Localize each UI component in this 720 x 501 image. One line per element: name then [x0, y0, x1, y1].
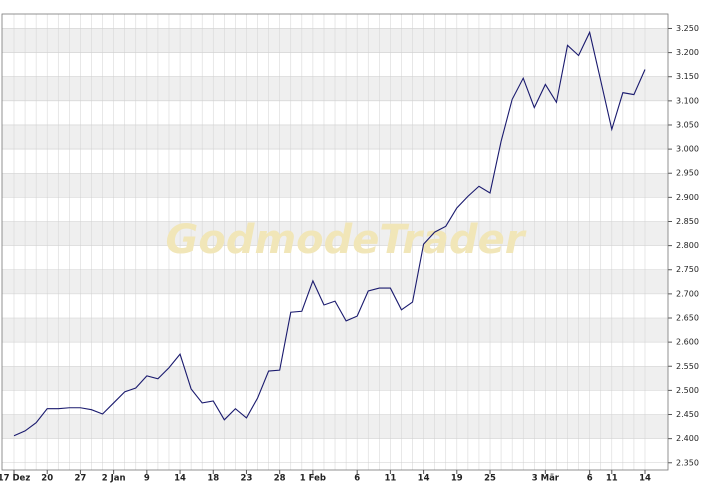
y-tick-label: 2.450 [676, 410, 699, 419]
y-tick-label: 2.550 [676, 362, 699, 371]
y-tick-label: 2.700 [676, 289, 699, 298]
y-tick-label: 2.400 [676, 434, 699, 443]
y-tick-label: 3.000 [676, 145, 699, 154]
x-tick-label: 11 [606, 474, 618, 484]
y-tick-label: 2.950 [676, 169, 699, 178]
y-tick-label: 2.650 [676, 314, 699, 323]
x-tick-label: 28 [274, 474, 286, 484]
x-tick-label: 25 [484, 474, 496, 484]
plot-frame [1, 13, 669, 471]
y-tick-label: 2.850 [676, 217, 699, 226]
line [13, 30, 646, 437]
x-tick-label: 27 [74, 474, 86, 484]
watermark: GodmodeTrader [166, 217, 527, 263]
y-tick-label: 2.350 [676, 458, 699, 467]
y-tick-label: 3.050 [676, 120, 699, 129]
x-tick-label: 6 [354, 474, 360, 484]
y-tick-label: 2.600 [676, 338, 699, 347]
x-tick-label: 23 [241, 474, 253, 484]
x-tick-label: 14 [174, 474, 186, 484]
y-tick-label: 2.500 [676, 386, 699, 395]
x-tick-label: 3 Mär [532, 474, 560, 484]
y-tick-label: 2.800 [676, 241, 699, 250]
x-tick-label: 17 Dez [0, 474, 30, 484]
x-tick-label: 2 Jan [102, 474, 126, 484]
y-tick-label: 2.900 [676, 193, 699, 202]
x-tick-label: 9 [144, 474, 150, 484]
x-tick-label: 14 [639, 474, 651, 484]
x-tick-label: 1 Feb [300, 474, 326, 484]
x-tick-label: 6 [587, 474, 593, 484]
x-tick-label: 14 [418, 474, 430, 484]
y-tick-label: 3.100 [676, 96, 699, 105]
x-tick-label: 19 [451, 474, 463, 484]
y-tick-label: 3.150 [676, 72, 699, 81]
y-tick-label: 2.750 [676, 265, 699, 274]
x-tick-label: 18 [207, 474, 219, 484]
x-tick-label: 11 [384, 474, 396, 484]
x-tick-label: 20 [41, 474, 53, 484]
y-tick-label: 3.250 [676, 24, 699, 33]
y-tick-label: 3.200 [676, 48, 699, 57]
